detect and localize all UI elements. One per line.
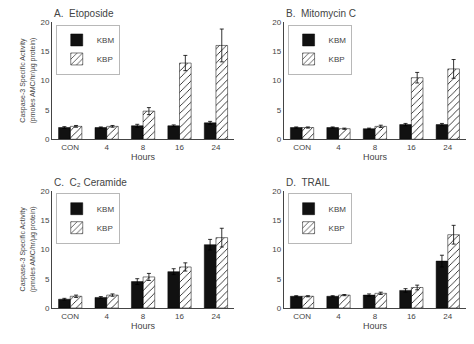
svg-text:CON: CON: [293, 143, 311, 152]
svg-text:KBP: KBP: [97, 55, 113, 64]
svg-text:4: 4: [104, 312, 109, 321]
svg-text:KBP: KBP: [97, 224, 113, 233]
svg-text:KBM: KBM: [97, 36, 115, 45]
svg-text:8: 8: [141, 312, 146, 321]
svg-text:4: 4: [336, 143, 341, 152]
svg-text:KBM: KBM: [97, 205, 115, 214]
svg-text:A. Etoposide: A. Etoposide: [54, 8, 114, 19]
svg-text:15: 15: [272, 47, 281, 56]
svg-text:Caspase-3 Specific Activity(pm: Caspase-3 Specific Activity(pmoles AMC/h…: [19, 207, 36, 293]
svg-text:Hours: Hours: [131, 152, 156, 162]
svg-text:20: 20: [272, 187, 281, 196]
svg-text:4: 4: [104, 143, 109, 152]
svg-text:10: 10: [40, 76, 49, 85]
svg-text:24: 24: [443, 312, 452, 321]
svg-text:16: 16: [175, 143, 184, 152]
svg-text:KBP: KBP: [329, 55, 345, 64]
svg-text:16: 16: [407, 312, 416, 321]
svg-text:4: 4: [336, 312, 341, 321]
svg-text:8: 8: [141, 143, 146, 152]
svg-text:C. C₂ Ceramide: C. C₂ Ceramide: [54, 177, 127, 188]
svg-text:15: 15: [40, 216, 49, 225]
svg-text:0: 0: [277, 304, 282, 313]
svg-text:5: 5: [45, 106, 50, 115]
svg-text:24: 24: [211, 143, 220, 152]
svg-text:CON: CON: [61, 143, 79, 152]
svg-text:20: 20: [272, 18, 281, 27]
svg-text:5: 5: [277, 106, 282, 115]
svg-text:CON: CON: [61, 312, 79, 321]
svg-text:5: 5: [277, 274, 282, 283]
svg-text:D. TRAIL: D. TRAIL: [286, 177, 330, 188]
svg-text:20: 20: [40, 18, 49, 27]
svg-text:10: 10: [272, 76, 281, 85]
svg-text:Caspase-3 Specific Activity(pm: Caspase-3 Specific Activity(pmoles AMC/h…: [19, 38, 36, 124]
svg-text:KBM: KBM: [329, 36, 347, 45]
svg-text:15: 15: [272, 216, 281, 225]
svg-text:20: 20: [40, 187, 49, 196]
svg-text:KBP: KBP: [329, 224, 345, 233]
svg-text:15: 15: [40, 47, 49, 56]
svg-text:B. Mitomycin C: B. Mitomycin C: [286, 8, 356, 19]
svg-text:8: 8: [373, 312, 378, 321]
svg-text:Hours: Hours: [363, 321, 388, 331]
svg-text:10: 10: [272, 245, 281, 254]
svg-text:CON: CON: [293, 312, 311, 321]
svg-text:16: 16: [175, 312, 184, 321]
svg-text:0: 0: [45, 135, 50, 144]
svg-text:5: 5: [45, 274, 50, 283]
svg-text:10: 10: [40, 245, 49, 254]
svg-text:0: 0: [45, 304, 50, 313]
svg-text:24: 24: [211, 312, 220, 321]
svg-text:KBM: KBM: [329, 205, 347, 214]
svg-text:Hours: Hours: [131, 321, 156, 331]
svg-text:24: 24: [443, 143, 452, 152]
svg-text:8: 8: [373, 143, 378, 152]
svg-text:0: 0: [277, 135, 282, 144]
svg-text:16: 16: [407, 143, 416, 152]
svg-text:Hours: Hours: [363, 152, 388, 162]
